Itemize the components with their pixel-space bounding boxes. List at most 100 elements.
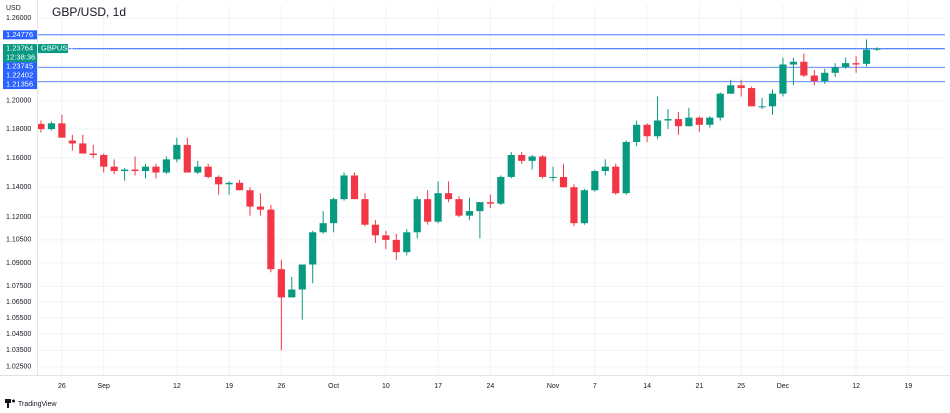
y-axis-label: USD [6, 5, 21, 12]
candle-body [413, 199, 421, 233]
candle-body [622, 141, 630, 194]
logo-stem [7, 399, 9, 408]
candle-body [685, 117, 693, 127]
candle-body [215, 176, 223, 185]
y-tick-label: 1.12000 [6, 214, 31, 221]
candle-body [382, 235, 390, 240]
candle-body [298, 264, 306, 290]
candle-body [612, 166, 620, 194]
candle-body [403, 232, 411, 253]
candle-body [518, 155, 526, 161]
candle-body [653, 120, 662, 137]
level-label-box [3, 80, 37, 90]
x-tick-label: 7 [593, 383, 597, 390]
candle-body [235, 182, 244, 191]
x-tick-label: 12 [173, 383, 181, 390]
candle-body [476, 202, 484, 212]
x-tick-label: 24 [486, 383, 494, 390]
candle-body [633, 124, 641, 142]
candle-body [424, 199, 432, 222]
x-tick-label: 14 [643, 383, 651, 390]
y-tick-label: 1.18000 [6, 126, 31, 133]
candle-body [455, 199, 463, 216]
level-label: 1.23745 [6, 62, 33, 71]
x-tick-label: 19 [225, 383, 233, 390]
y-tick-label: 1.26000 [6, 15, 31, 22]
logo [5, 399, 15, 408]
last-price-label: 1.23764 [6, 44, 33, 53]
x-tick-label: 17 [434, 383, 442, 390]
candle-body [173, 144, 181, 160]
y-tick-label: 1.10500 [6, 237, 31, 244]
candle-body [162, 159, 170, 173]
candle-body [768, 93, 777, 107]
level-label-box [3, 30, 37, 40]
y-tick-label: 1.03500 [6, 347, 31, 354]
level-label: 1.22402 [6, 71, 33, 80]
candle-body [225, 182, 233, 185]
candle-body [873, 48, 881, 50]
y-tick-label: 1.14000 [6, 184, 31, 191]
candles [37, 39, 881, 351]
symbol-tag [38, 44, 68, 54]
candle-body [737, 85, 745, 89]
candle-body [246, 190, 254, 207]
x-tick-label: Dec [777, 383, 790, 390]
candle-body [131, 169, 139, 172]
candle-body [309, 232, 317, 265]
candle-body [549, 176, 557, 178]
candle-body [507, 155, 515, 177]
symbol-label: GBPUSD [41, 44, 73, 53]
x-tick-label: 10 [382, 383, 390, 390]
candle-body [539, 156, 547, 177]
candle-body [852, 63, 860, 65]
candle-body [277, 269, 285, 298]
candle-body [100, 155, 108, 167]
candle-body [821, 72, 829, 82]
y-tick-label: 1.04500 [6, 331, 31, 338]
candle-body [361, 199, 369, 225]
candle-body [842, 63, 850, 68]
candle-body [716, 93, 724, 118]
candle-body [288, 289, 296, 298]
candle-body [674, 119, 683, 127]
candle-body [444, 193, 453, 200]
candle-body [89, 153, 97, 156]
candle-body [559, 176, 568, 188]
candle-body [256, 206, 265, 210]
chart-title: GBP/USD, 1d [52, 5, 126, 19]
candle-body [79, 143, 87, 154]
axis: 1.26000 1.20000 1.18000 1.16000 1.14000 1.120… [6, 15, 912, 390]
candle-body [267, 209, 275, 270]
candle-body [350, 175, 359, 200]
candle-body [486, 202, 494, 204]
candle-body [152, 166, 160, 173]
candle-body [706, 117, 714, 125]
candle-body [748, 88, 756, 107]
candle-body [465, 211, 474, 216]
y-tick-label: 1.09000 [6, 260, 31, 267]
y-tick-label: 1.16000 [6, 155, 31, 162]
x-tick-label: Nov [547, 383, 560, 390]
y-tick-label: 1.02500 [6, 364, 31, 371]
candle-body [779, 64, 787, 94]
x-tick-label: Sep [97, 383, 110, 390]
candle-body [204, 166, 212, 177]
source: TradingView [18, 401, 57, 408]
level-label-box [3, 71, 37, 81]
candle-body [121, 169, 129, 172]
candle-body [330, 199, 338, 224]
candle-body [319, 223, 327, 233]
candle-body [58, 123, 66, 138]
candle-body [371, 224, 379, 236]
last-price-box [3, 44, 37, 63]
candle-body [800, 61, 808, 76]
candle-body [434, 193, 442, 222]
candle-body [727, 85, 735, 94]
candle-body [141, 166, 150, 172]
y-tick-label: 1.20000 [6, 98, 31, 105]
